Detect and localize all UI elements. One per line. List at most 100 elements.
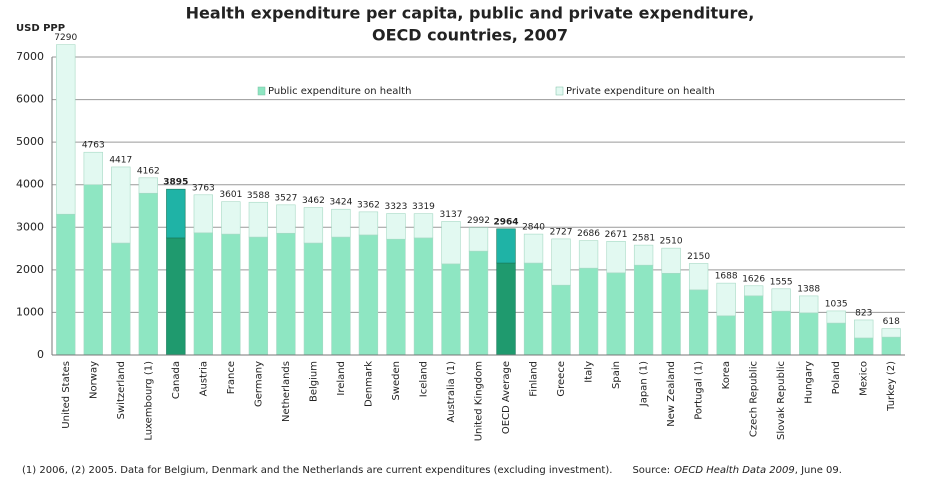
x-tick-label: Japan (1) [639,361,650,407]
bar-segment [881,336,901,356]
total-label: 2510 [660,237,683,247]
footnote-source-title: OECD Health Data 2009 [674,465,795,476]
bar-segment [111,166,131,244]
x-tick-label: OECD Average [501,361,512,434]
x-tick-label: Ireland [336,361,347,396]
x-tick-label: Turkey (2) [886,361,897,412]
bar-segment [661,272,681,356]
x-tick-label: Canada [171,361,182,399]
legend-swatch [555,86,564,96]
x-tick-label: Greece [556,361,567,397]
bar-segment [716,282,736,317]
total-label: 4763 [82,141,105,151]
bar-segment [688,263,709,291]
total-label: 4417 [109,155,132,165]
bar-segment [358,211,379,236]
x-tick-label: Norway [88,361,99,399]
total-label: 3588 [247,191,270,201]
x-tick-label: Belgium [308,361,319,402]
bar-segment [303,242,324,356]
x-tick-label: Luxembourg (1) [143,361,154,441]
total-label: 1688 [715,272,738,282]
legend-label: Public expenditure on health [268,86,411,97]
y-axis-label: USD PPP [16,23,65,34]
bar-segment [826,322,846,356]
bar-segment [661,247,681,274]
chart-title: Health expenditure per capita, public an… [186,4,755,23]
footnote-source-label: Source: [632,465,670,476]
x-tick-label: New Zealand [666,361,677,427]
bar-segment [138,192,158,356]
bar-segment [166,237,186,356]
y-tick-label: 4000 [16,178,44,191]
bar-segment [578,240,599,269]
bar-segment [111,242,131,356]
total-label: 3763 [192,183,215,193]
bar-segment [413,237,434,356]
y-tick-label: 6000 [16,93,44,106]
bar-segment [56,44,76,215]
bar-segment [523,233,544,264]
bar-segment [193,194,213,234]
footnote: (1) 2006, (2) 2005. Data for Belgium, De… [22,465,842,476]
bar-segment [578,267,599,356]
bar-segment [468,227,489,252]
bar-segment [248,201,269,238]
x-tick-label: Finland [529,361,540,397]
x-tick-label: United States [61,361,72,429]
bar-segment [633,264,654,356]
bar-segment [441,221,461,265]
bar-segment [551,238,571,286]
bar-segment [716,315,736,356]
y-tick-label: 0 [37,348,44,361]
total-label: 823 [855,308,872,318]
bar-segment [138,177,158,194]
y-tick-label: 5000 [16,135,44,148]
bar-segment [496,262,516,356]
bar-segment [551,284,571,356]
y-tick-label: 1000 [16,305,44,318]
bar-segment [221,201,241,235]
x-tick-label: Austria [198,361,209,396]
bar-segment [606,272,626,356]
total-label: 2581 [632,234,655,244]
x-tick-label: Korea [721,361,732,389]
bar-segment [744,285,764,297]
x-tick-label: Portugal (1) [694,361,705,420]
x-tick-label: France [226,361,237,394]
total-label: 2671 [605,230,628,240]
x-tick-label: Poland [831,361,842,394]
total-label: 2964 [493,217,518,227]
bar-segment [799,295,819,314]
bar-segment [386,238,406,356]
x-tick-label: Slovak Republic [776,361,787,440]
total-label: 3601 [219,190,242,200]
total-label: 1388 [797,284,820,294]
x-tick-label: Mexico [859,361,870,396]
y-tick-label: 7000 [16,50,44,63]
total-label: 3362 [357,200,380,210]
bar-segment [166,188,186,239]
bar-segment [358,234,379,356]
y-tick-label: 2000 [16,263,44,276]
bar-segment [799,312,819,356]
total-label: 4162 [137,166,160,176]
x-tick-label: Czech Republic [749,361,760,437]
total-label: 3319 [412,202,435,212]
bar-segment [303,207,324,244]
x-tick-label: Germany [253,361,264,407]
x-tick-label: Hungary [804,361,815,404]
bar-segment [248,236,269,356]
total-label: 3527 [274,193,297,203]
bar-segment [771,288,791,312]
total-label: 3323 [384,202,407,212]
x-tick-label: Sweden [391,361,402,401]
total-label: 618 [883,317,900,327]
x-tick-label: Italy [584,361,595,383]
x-tick-label: United Kingdom [474,361,485,441]
bar-segment [744,295,764,356]
bar-segment [441,263,461,356]
total-label: 1555 [770,277,793,287]
bar-segment [386,213,406,240]
